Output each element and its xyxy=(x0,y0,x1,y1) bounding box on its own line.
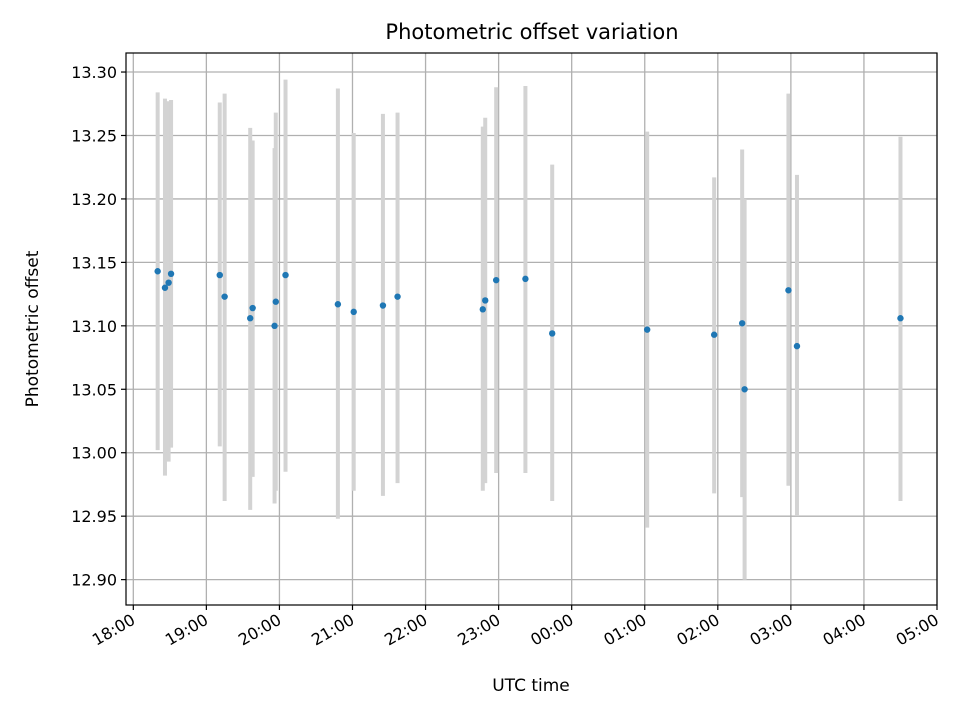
data-point xyxy=(282,271,289,279)
data-point xyxy=(350,308,357,316)
data-point xyxy=(271,322,278,330)
data-point xyxy=(479,306,486,313)
data-point xyxy=(643,326,651,333)
y-tick-label: 13.15 xyxy=(71,253,117,272)
data-point xyxy=(154,268,161,275)
data-point xyxy=(482,297,489,304)
data-point xyxy=(272,298,279,305)
data-point xyxy=(394,293,401,300)
data-point xyxy=(249,304,256,312)
data-point xyxy=(247,315,254,322)
y-tick-label: 13.00 xyxy=(71,444,117,463)
data-point xyxy=(741,386,748,393)
data-point xyxy=(221,293,228,300)
data-point xyxy=(167,270,175,277)
y-tick-label: 13.05 xyxy=(71,380,117,399)
y-tick-label: 13.10 xyxy=(71,317,117,336)
chart-title: Photometric offset variation xyxy=(385,20,678,44)
data-point xyxy=(165,279,172,286)
plot-background xyxy=(126,53,937,605)
y-axis-label: Photometric offset xyxy=(23,250,43,407)
plot-area xyxy=(125,52,938,606)
data-point xyxy=(710,331,718,338)
data-points xyxy=(154,268,904,393)
data-point xyxy=(793,342,801,350)
y-tick-label: 13.30 xyxy=(71,63,117,82)
data-point xyxy=(216,271,223,279)
data-point xyxy=(334,301,342,308)
data-point xyxy=(738,320,746,327)
y-tick-label: 12.90 xyxy=(71,571,117,590)
data-point xyxy=(549,330,556,337)
data-point xyxy=(522,275,529,283)
x-axis-label: UTC time xyxy=(492,676,570,696)
data-point xyxy=(785,287,792,294)
y-axis-ticks: 12.90 12.95 13.00 13.05 13.10 13.15 13.20 13.25… xyxy=(71,63,126,590)
data-point xyxy=(897,315,904,322)
plot-frame xyxy=(125,52,938,606)
y-tick-label: 13.20 xyxy=(71,190,117,209)
data-point xyxy=(492,276,500,284)
y-tick-label: 13.25 xyxy=(71,126,117,145)
data-point xyxy=(379,302,387,309)
y-tick-label: 12.95 xyxy=(71,507,117,526)
data-point xyxy=(161,284,169,291)
